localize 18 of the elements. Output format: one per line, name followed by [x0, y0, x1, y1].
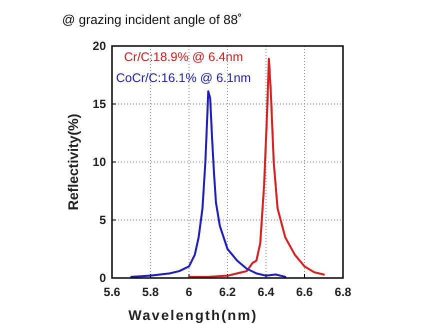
text: CoCr/C:16.1% @ 6.1nm [116, 71, 251, 85]
x-tick-label: 5.6 [104, 285, 121, 299]
y-tick-label: 5 [99, 213, 106, 227]
x-tick-label: 5.8 [142, 285, 160, 299]
y-tick-label: 0 [99, 271, 106, 285]
y-tick-label: 10 [92, 155, 106, 169]
chart-title: @ grazing incident angle of 88˚ [62, 12, 242, 27]
x-tick-label: 6.2 [219, 285, 236, 299]
x-axis-title: Wavelength(nm) [128, 307, 258, 323]
x-tick-label: 6 [186, 285, 193, 299]
x-tick-label: 6.6 [296, 285, 314, 299]
y-tick-label: 20 [92, 39, 106, 53]
y-axis-title: Reflectivity(%) [65, 114, 81, 210]
line-series [130, 90, 286, 278]
text: Cr/C:18.9% @ 6.4nm [124, 50, 243, 64]
x-tick-label: 6.4 [258, 285, 275, 299]
x-tick-label: 6.8 [334, 285, 352, 299]
y-tick-label: 15 [92, 97, 106, 111]
